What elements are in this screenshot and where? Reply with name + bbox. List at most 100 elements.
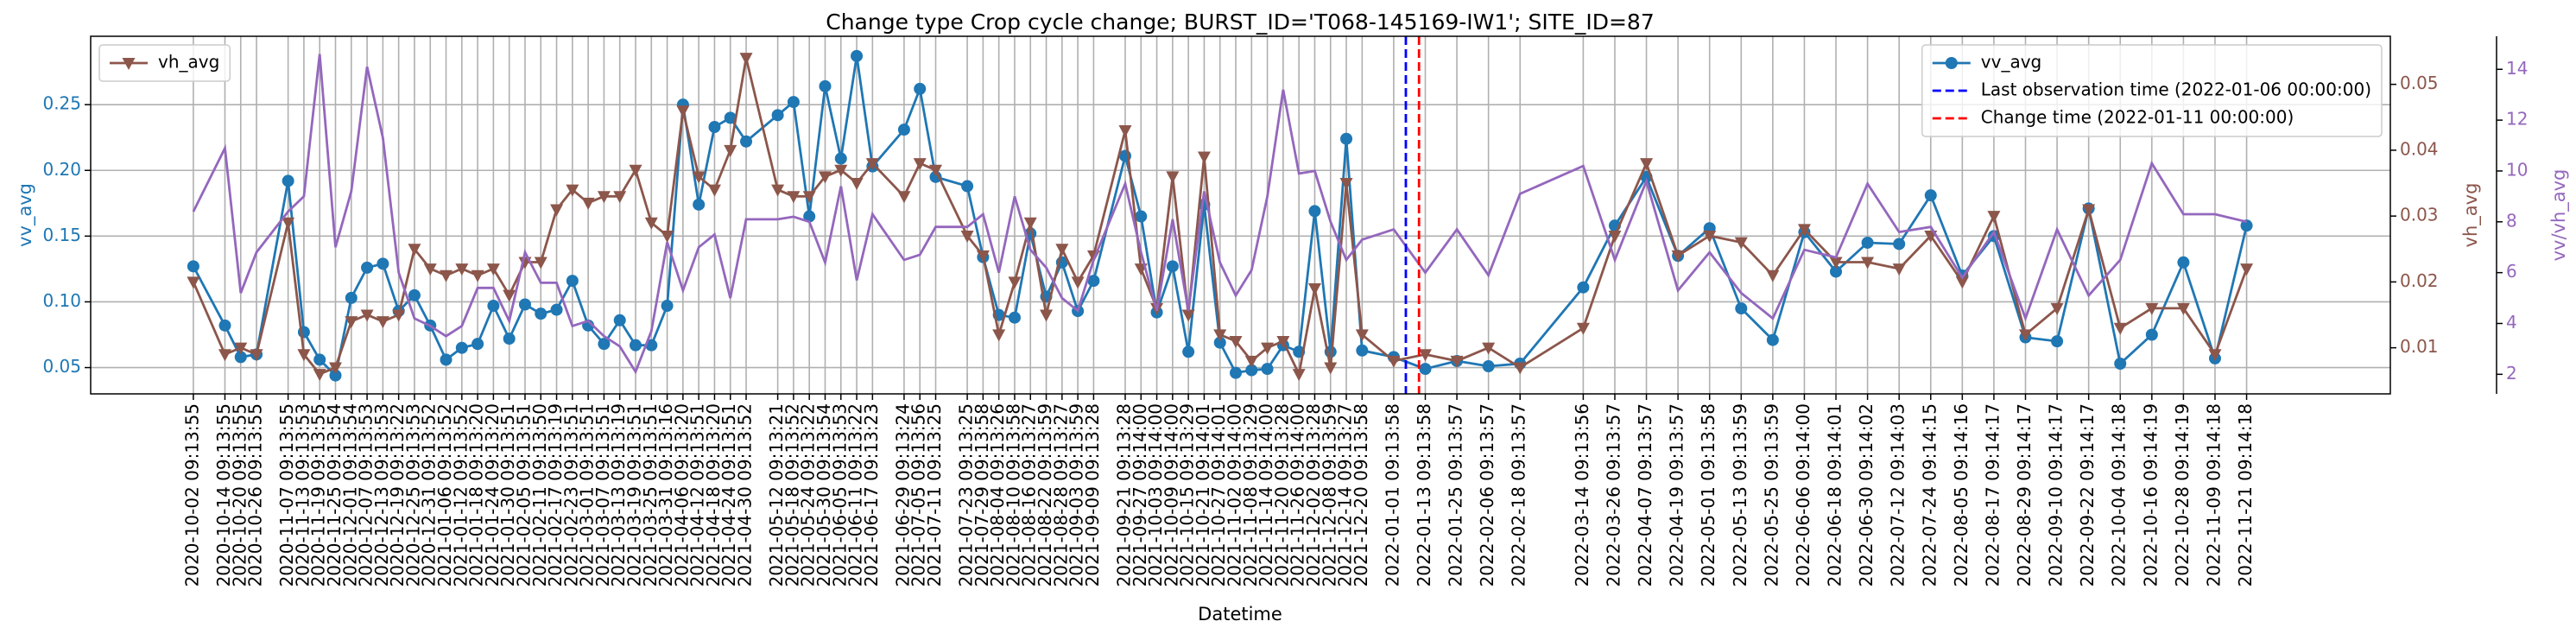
x-tick-label: 2022-02-06 09:13:57 — [1477, 403, 1497, 586]
point — [487, 300, 500, 313]
point — [503, 333, 516, 346]
x-tick-label: 2020-11-07 09:13:55 — [276, 403, 297, 586]
point — [566, 275, 579, 288]
x-tick-label: 2022-07-12 09:14:03 — [1888, 403, 1908, 586]
point — [1261, 342, 1275, 355]
point — [218, 319, 231, 332]
x-tick-label: 2022-03-26 09:13:57 — [1603, 403, 1623, 586]
x-tick-label: 2021-10-21 09:14:01 — [1193, 403, 1213, 586]
x-tick-label: 2021-02-17 09:13:19 — [545, 403, 566, 586]
point — [535, 307, 547, 320]
point — [1987, 211, 2001, 224]
legend: vv_avg Last observation time (2022-01-06 … — [1921, 44, 2383, 137]
point — [1893, 238, 1906, 250]
point — [724, 144, 737, 157]
point — [1482, 360, 1495, 373]
x-tick-label: 2021-07-11 09:13:25 — [924, 403, 945, 586]
point — [1356, 344, 1369, 357]
x-tick-label: 2021-06-17 09:13:23 — [861, 403, 882, 586]
point — [2240, 219, 2253, 232]
chart-title: Change type Crop cycle change; BURST_ID=… — [826, 10, 1655, 35]
y3-tick-label: 4 — [2506, 312, 2517, 333]
point — [187, 276, 200, 289]
point — [1608, 231, 1622, 244]
point — [1118, 125, 1132, 138]
y-tick-label: 0.15 — [42, 225, 81, 245]
point — [1387, 355, 1401, 368]
point — [2177, 256, 2190, 269]
point — [1734, 237, 1748, 250]
x-tick-label: 2021-09-03 09:13:59 — [1066, 403, 1087, 586]
point — [929, 164, 943, 177]
x-tick-label: 2022-05-01 09:13:58 — [1698, 403, 1718, 586]
point — [1766, 269, 1780, 282]
point — [1892, 263, 1906, 276]
point — [1245, 364, 1258, 377]
point — [692, 171, 706, 184]
point — [1261, 363, 1274, 376]
point — [1023, 217, 1037, 230]
point — [1071, 276, 1085, 289]
point — [377, 257, 389, 270]
x-tick-label: 2021-01-18 09:13:20 — [466, 403, 487, 586]
point — [345, 291, 358, 304]
point — [1513, 362, 1527, 375]
x-tick-label: 2020-10-02 09:13:55 — [181, 403, 202, 586]
point — [1276, 336, 1290, 349]
x-tick-label: 2021-03-07 09:13:51 — [592, 403, 613, 586]
y2-tick-label: 0.01 — [2400, 336, 2439, 357]
x-tick-label: 2022-10-28 09:14:19 — [2172, 403, 2193, 586]
x-tick-label: 2021-08-04 09:13:26 — [987, 403, 1008, 586]
x-tick-label: 2021-03-31 09:13:16 — [655, 403, 676, 586]
point — [1244, 355, 1258, 368]
x-tick-label: 2021-10-27 09:14:01 — [1208, 403, 1229, 586]
point — [802, 191, 816, 204]
point — [803, 210, 816, 223]
point — [771, 184, 785, 197]
y3-tick-label: 10 — [2506, 159, 2528, 180]
point — [566, 184, 579, 197]
point — [1861, 257, 1875, 269]
series-line — [192, 54, 2247, 375]
point — [329, 369, 342, 382]
x-tick-label: 2020-10-26 09:13:55 — [245, 403, 266, 586]
x-tick-label: 2021-01-30 09:13:51 — [497, 403, 518, 586]
x-tick-label: 2021-01-12 09:13:52 — [450, 403, 471, 586]
x-tick-label: 2021-03-25 09:13:51 — [640, 403, 661, 586]
x-tick-label: 2021-04-24 09:13:51 — [718, 403, 739, 586]
point — [2113, 322, 2127, 335]
legend-box — [1921, 44, 2383, 137]
point — [976, 250, 990, 263]
point — [408, 288, 421, 301]
point — [313, 353, 326, 366]
point — [1308, 205, 1321, 218]
x-tick-label: 2022-11-21 09:14:18 — [2235, 403, 2256, 586]
point — [914, 82, 927, 95]
point — [865, 158, 879, 171]
point — [2145, 302, 2159, 315]
x-tick-label: 2021-09-27 09:14:00 — [1130, 403, 1150, 586]
point — [834, 152, 847, 165]
x-tick-label: 2022-06-18 09:14:01 — [1825, 403, 1845, 586]
legend-label: vv_avg — [1981, 52, 2041, 73]
point — [1829, 257, 1843, 269]
x-tick-label: 2022-06-06 09:14:00 — [1793, 403, 1813, 586]
point — [234, 342, 248, 355]
x-tick-label: 2022-05-13 09:13:59 — [1730, 403, 1750, 586]
point — [1419, 363, 1432, 376]
point — [408, 244, 421, 257]
x-tick-label: 2021-11-14 09:14:00 — [1256, 403, 1276, 586]
y3-tick-label: 14 — [2506, 58, 2528, 79]
point — [629, 339, 642, 352]
point — [2019, 329, 2033, 342]
x-tick-label: 2021-02-05 09:13:51 — [513, 403, 534, 586]
x-tick-label: 2022-01-13 09:13:58 — [1414, 403, 1434, 586]
y2-tick-label: 0.05 — [2400, 73, 2439, 93]
point — [661, 300, 674, 313]
x-tick-label: 2021-09-21 09:13:28 — [1113, 403, 1134, 586]
point — [676, 105, 690, 118]
x-tick-label: 2021-11-26 09:14:00 — [1288, 403, 1308, 586]
x-tick-label: 2022-04-19 09:13:57 — [1667, 403, 1687, 586]
x-tick-label: 2022-01-25 09:13:57 — [1446, 403, 1466, 586]
point — [850, 178, 864, 191]
